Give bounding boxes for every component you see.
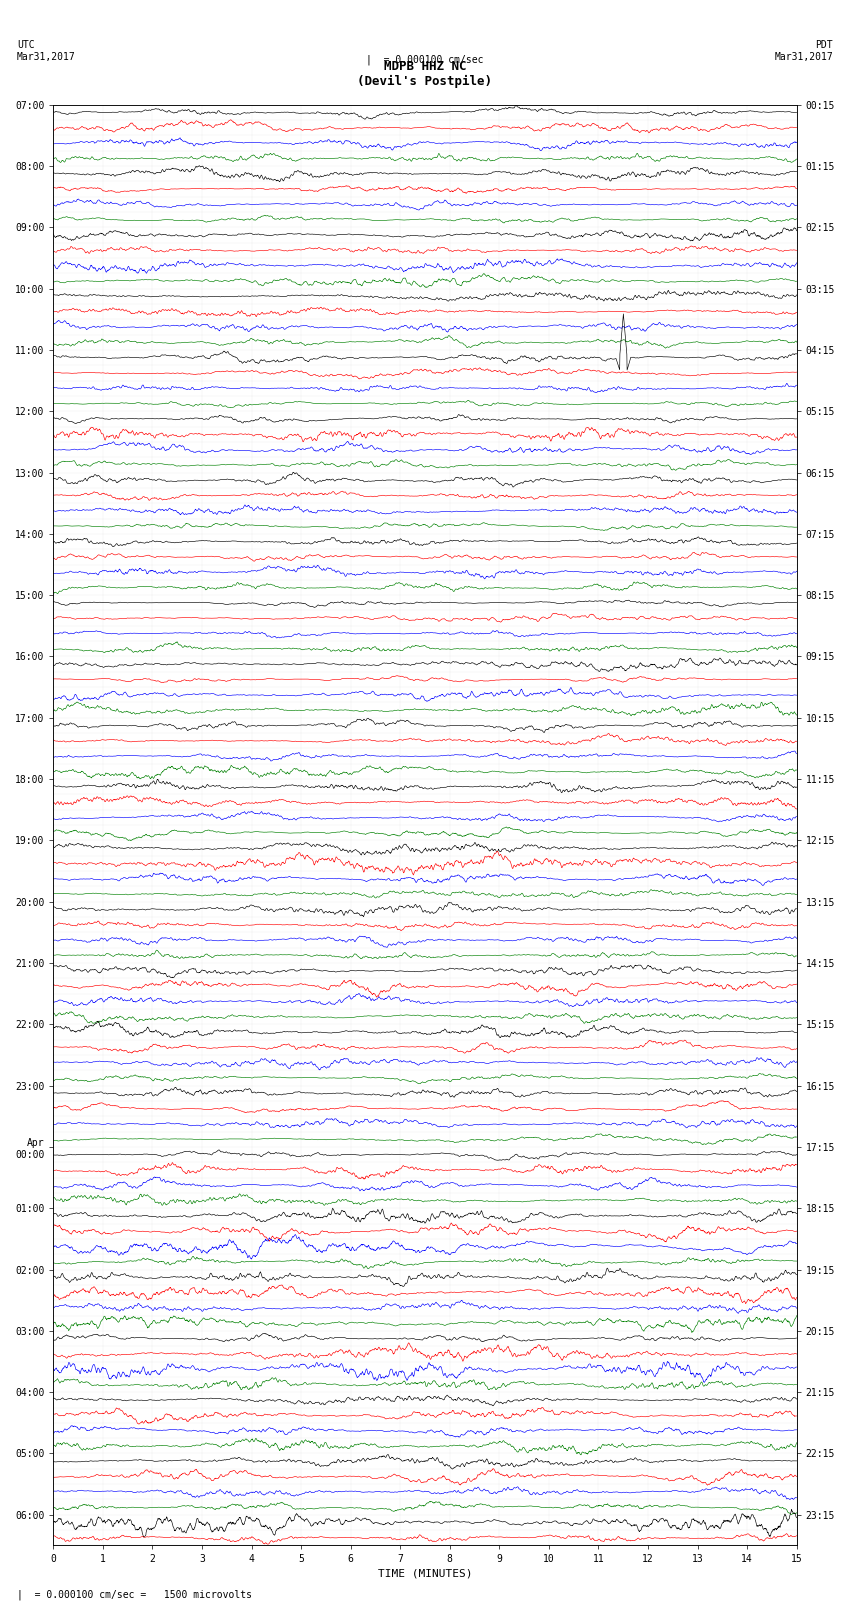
Text: |  = 0.000100 cm/sec =   1500 microvolts: | = 0.000100 cm/sec = 1500 microvolts	[17, 1589, 252, 1600]
Text: PDT
Mar31,2017: PDT Mar31,2017	[774, 40, 833, 61]
Text: |  = 0.000100 cm/sec: | = 0.000100 cm/sec	[366, 55, 484, 66]
X-axis label: TIME (MINUTES): TIME (MINUTES)	[377, 1569, 473, 1579]
Title: MDPB HHZ NC
(Devil's Postpile): MDPB HHZ NC (Devil's Postpile)	[358, 60, 492, 89]
Text: UTC
Mar31,2017: UTC Mar31,2017	[17, 40, 76, 61]
